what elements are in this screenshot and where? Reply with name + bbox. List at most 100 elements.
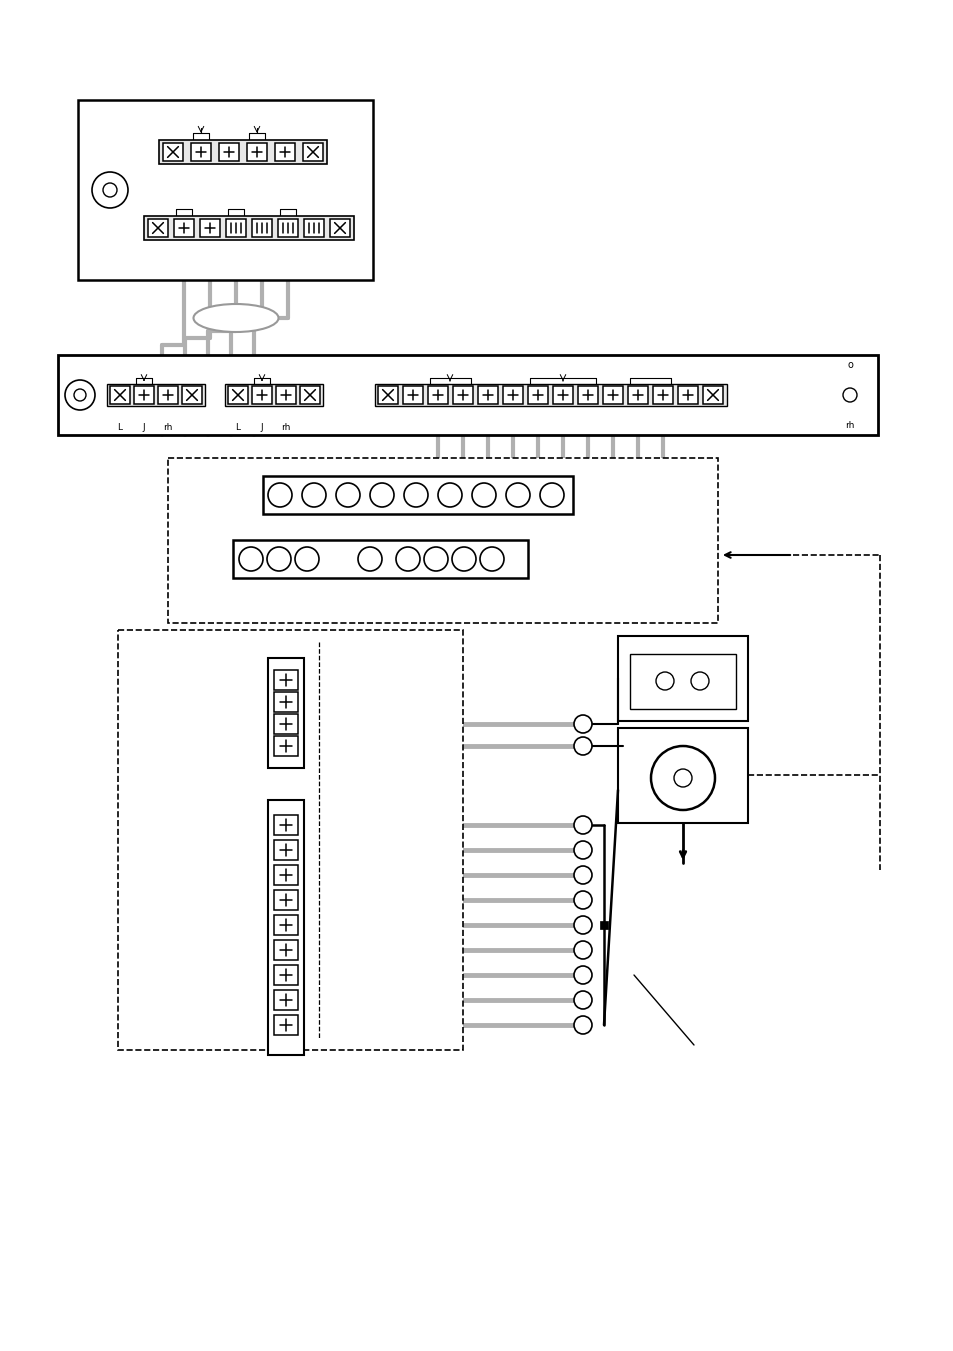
Bar — [144, 216, 354, 240]
Bar — [599, 921, 607, 929]
Bar — [191, 143, 211, 161]
Bar — [402, 386, 422, 404]
Bar — [226, 219, 246, 236]
Bar — [303, 143, 323, 161]
Circle shape — [103, 182, 117, 197]
Circle shape — [423, 547, 448, 571]
Text: rh: rh — [281, 423, 291, 431]
Bar — [173, 219, 193, 236]
Circle shape — [574, 715, 592, 734]
Bar — [274, 890, 297, 911]
Circle shape — [437, 484, 461, 507]
Bar — [247, 143, 267, 161]
Bar — [274, 915, 297, 935]
Circle shape — [574, 842, 592, 859]
Text: J: J — [143, 423, 145, 431]
Circle shape — [370, 484, 394, 507]
Bar — [274, 815, 297, 835]
Bar — [182, 386, 202, 404]
Bar — [678, 386, 698, 404]
Bar — [578, 386, 598, 404]
Circle shape — [357, 547, 381, 571]
Bar — [527, 386, 547, 404]
Bar — [375, 384, 726, 407]
Text: J: J — [260, 423, 263, 431]
Text: o: o — [846, 359, 852, 370]
Circle shape — [574, 892, 592, 909]
Circle shape — [74, 389, 86, 401]
Circle shape — [673, 769, 691, 788]
Bar — [627, 386, 647, 404]
Bar — [107, 384, 205, 407]
Circle shape — [335, 484, 359, 507]
Bar — [148, 219, 168, 236]
Circle shape — [479, 547, 503, 571]
Bar — [163, 143, 183, 161]
Bar — [274, 670, 297, 690]
Bar — [252, 219, 272, 236]
Bar — [158, 386, 178, 404]
Bar — [263, 476, 573, 513]
Bar — [274, 940, 297, 961]
Circle shape — [403, 484, 428, 507]
Circle shape — [539, 484, 563, 507]
Bar — [274, 1015, 297, 1035]
Bar — [225, 384, 323, 407]
Bar — [268, 658, 304, 767]
Circle shape — [574, 992, 592, 1009]
Bar — [159, 141, 327, 163]
Bar — [274, 713, 297, 734]
Bar — [428, 386, 448, 404]
Circle shape — [574, 866, 592, 884]
Bar — [274, 990, 297, 1011]
Bar — [200, 219, 220, 236]
Circle shape — [574, 916, 592, 934]
Bar — [78, 100, 373, 280]
Circle shape — [842, 388, 856, 403]
Circle shape — [267, 547, 291, 571]
Circle shape — [239, 547, 263, 571]
Bar — [618, 728, 747, 823]
Circle shape — [472, 484, 496, 507]
Circle shape — [294, 547, 318, 571]
Bar — [629, 654, 735, 709]
Bar — [275, 386, 295, 404]
Circle shape — [574, 738, 592, 755]
Bar — [277, 219, 297, 236]
Bar — [330, 219, 350, 236]
Bar — [219, 143, 239, 161]
Bar — [299, 386, 319, 404]
Bar — [602, 386, 622, 404]
Bar — [477, 386, 497, 404]
Circle shape — [574, 942, 592, 959]
Circle shape — [574, 816, 592, 834]
Bar — [274, 840, 297, 861]
Bar — [702, 386, 722, 404]
Bar — [274, 965, 297, 985]
Circle shape — [65, 380, 95, 409]
Bar — [268, 800, 304, 1055]
Circle shape — [395, 547, 419, 571]
Circle shape — [574, 966, 592, 984]
Text: L: L — [235, 423, 240, 431]
Circle shape — [656, 671, 673, 690]
Circle shape — [690, 671, 708, 690]
Bar — [233, 540, 527, 578]
Bar — [118, 630, 462, 1050]
Bar — [274, 143, 294, 161]
Bar — [453, 386, 473, 404]
Circle shape — [268, 484, 292, 507]
Circle shape — [574, 1016, 592, 1034]
Ellipse shape — [193, 304, 278, 332]
Bar — [304, 219, 324, 236]
Bar — [502, 386, 522, 404]
Bar — [274, 736, 297, 757]
Bar — [377, 386, 397, 404]
Circle shape — [302, 484, 326, 507]
Bar — [110, 386, 130, 404]
Circle shape — [452, 547, 476, 571]
Bar — [553, 386, 573, 404]
Text: rh: rh — [844, 420, 854, 430]
Bar — [274, 865, 297, 885]
Bar — [133, 386, 153, 404]
